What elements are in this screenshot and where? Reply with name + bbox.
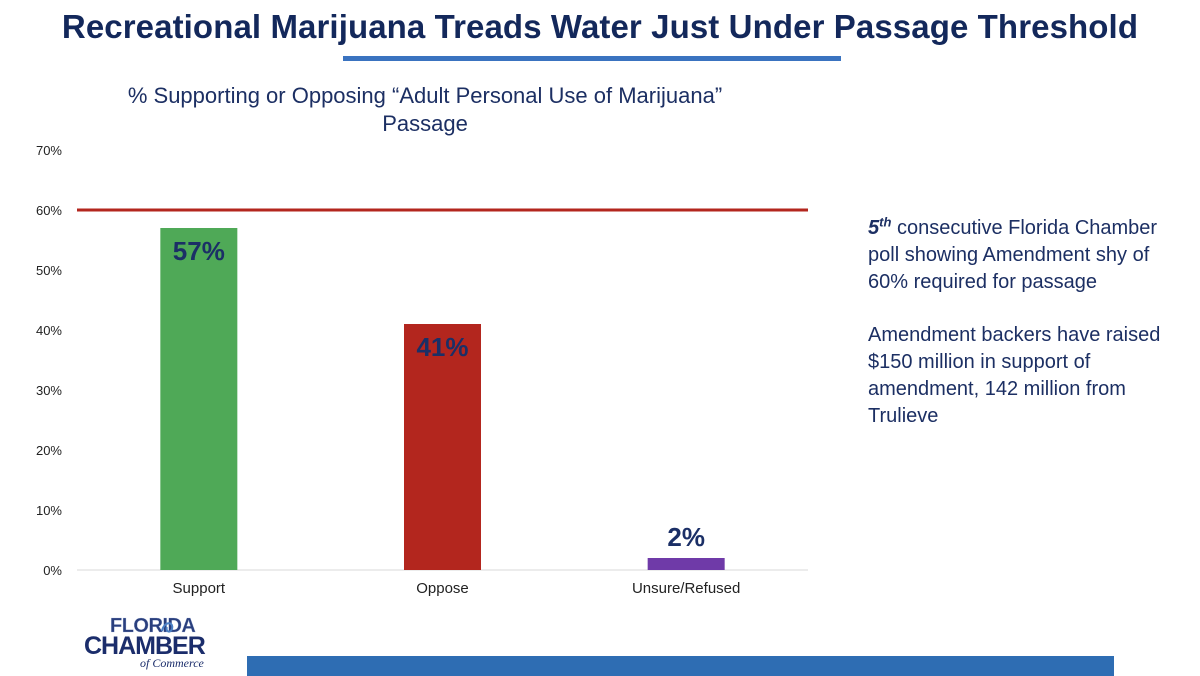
y-tick-label: 50%: [36, 263, 62, 278]
ordinal-suffix: th: [879, 214, 892, 230]
y-tick-label: 60%: [36, 203, 62, 218]
category-label: Oppose: [416, 580, 469, 597]
category-label: Unsure/Refused: [632, 580, 740, 597]
category-label: Support: [173, 580, 226, 597]
side-note-paragraph-1: 5th consecutive Florida Chamber poll sho…: [868, 215, 1188, 296]
data-label: 41%: [416, 332, 468, 362]
bar: [160, 228, 238, 570]
data-label: 2%: [667, 522, 705, 552]
y-tick-label: 20%: [36, 443, 62, 458]
logo-text-chamber: CHAMBER: [84, 632, 206, 660]
y-tick-label: 40%: [36, 323, 62, 338]
y-tick-label: 30%: [36, 383, 62, 398]
y-tick-label: 70%: [36, 143, 62, 158]
bar-chart: 0% 10% 20% 30% 40% 50% 60% 70% Support 57% Oppose 4…: [36, 143, 808, 597]
bar: [404, 324, 481, 570]
chart-title: % Supporting or Opposing “Adult Personal…: [40, 82, 810, 138]
logo-text-commerce: of Commerce: [140, 656, 204, 670]
slide-title: Recreational Marijuana Treads Water Just…: [61, 8, 1139, 45]
logo-text-florida: FLORIDA: [110, 615, 196, 637]
y-tick-label: 10%: [36, 503, 62, 518]
chart-title-line-2: Passage: [382, 111, 468, 136]
side-note-paragraph-2: Amendment backers have raised $150 milli…: [868, 324, 1161, 427]
footer-bar: [247, 656, 1114, 676]
ordinal-number: 5: [868, 217, 880, 239]
chart-title-line-1: % Supporting or Opposing “Adult Personal…: [127, 83, 723, 108]
title-underline: [343, 56, 841, 61]
y-tick-label: 0%: [43, 563, 62, 578]
side-note: 5th consecutive Florida Chamber poll sho…: [868, 215, 1188, 456]
logo-swirl-icon: [161, 622, 174, 633]
florida-chamber-logo: FLORIDA CHAMBER of Commerce: [84, 615, 224, 671]
data-label: 57%: [173, 236, 225, 266]
bar: [647, 558, 725, 570]
side-note-text-1: consecutive Florida Chamber poll showing…: [868, 217, 1158, 293]
